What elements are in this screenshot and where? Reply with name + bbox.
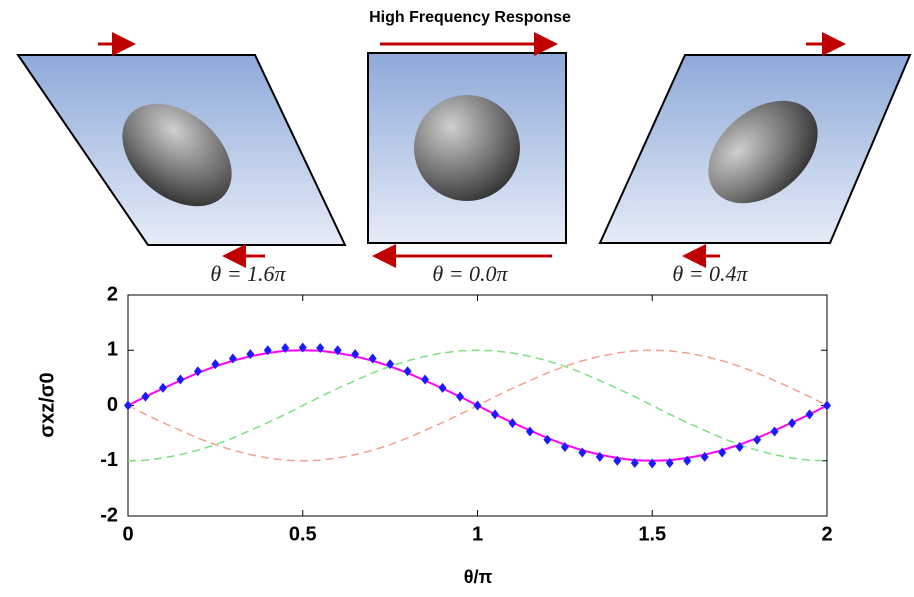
data-point (333, 345, 342, 356)
data-point (473, 400, 482, 411)
x-tick-label: 1.5 (638, 523, 666, 545)
data-point (176, 374, 185, 385)
data-point (246, 349, 255, 360)
data-point (823, 400, 831, 411)
x-tick-label: 0 (122, 523, 133, 545)
y-tick-label: 2 (107, 283, 118, 305)
data-point (788, 418, 797, 429)
data-point (735, 441, 744, 452)
x-tick-label: 1 (472, 523, 483, 545)
data-point (630, 457, 639, 468)
y-tick-label: 0 (107, 394, 118, 416)
data-point (368, 353, 377, 364)
data-point (316, 343, 325, 354)
data-point (158, 382, 167, 393)
data-point (298, 342, 307, 353)
data-point (421, 374, 430, 385)
y-tick-label: -2 (100, 504, 118, 526)
data-point (683, 455, 692, 466)
data-point (193, 366, 202, 377)
y-tick-label: -1 (100, 449, 118, 471)
data-point (543, 434, 552, 445)
data-point (648, 458, 657, 469)
x-tick-label: 0.5 (289, 523, 317, 545)
data-point (665, 457, 674, 468)
panel-illustrations (16, 32, 912, 268)
data-point (508, 418, 517, 429)
data-point (403, 366, 412, 377)
data-point (770, 426, 779, 437)
panel-label: θ = 0.4π (672, 261, 748, 286)
y-tick-label: 1 (107, 339, 118, 361)
series-line (127, 349, 828, 462)
data-point (753, 434, 762, 445)
data-point (525, 426, 534, 437)
data-point (595, 451, 604, 462)
data-point (560, 441, 569, 452)
data-point (228, 353, 237, 364)
data-point (700, 451, 709, 462)
data-point (438, 382, 447, 393)
data-point (351, 349, 360, 360)
data-point (456, 391, 465, 402)
data-point (124, 400, 132, 411)
x-tick-label: 2 (821, 523, 832, 545)
data-point (263, 345, 272, 356)
data-point (386, 359, 395, 370)
data-point (805, 409, 814, 420)
x-axis-label: θ/π (464, 567, 493, 587)
title: High Frequency Response (369, 9, 571, 26)
data-point (613, 455, 622, 466)
data-point (211, 359, 220, 370)
y-axis-label: σxz/σ0 (36, 372, 58, 437)
data-point (718, 447, 727, 458)
data-point (490, 409, 499, 420)
data-point (141, 391, 150, 402)
panel-label: θ = 1.6π (210, 261, 286, 286)
data-point (281, 343, 290, 354)
data-point (578, 447, 587, 458)
panel-label: θ = 0.0π (432, 261, 508, 286)
